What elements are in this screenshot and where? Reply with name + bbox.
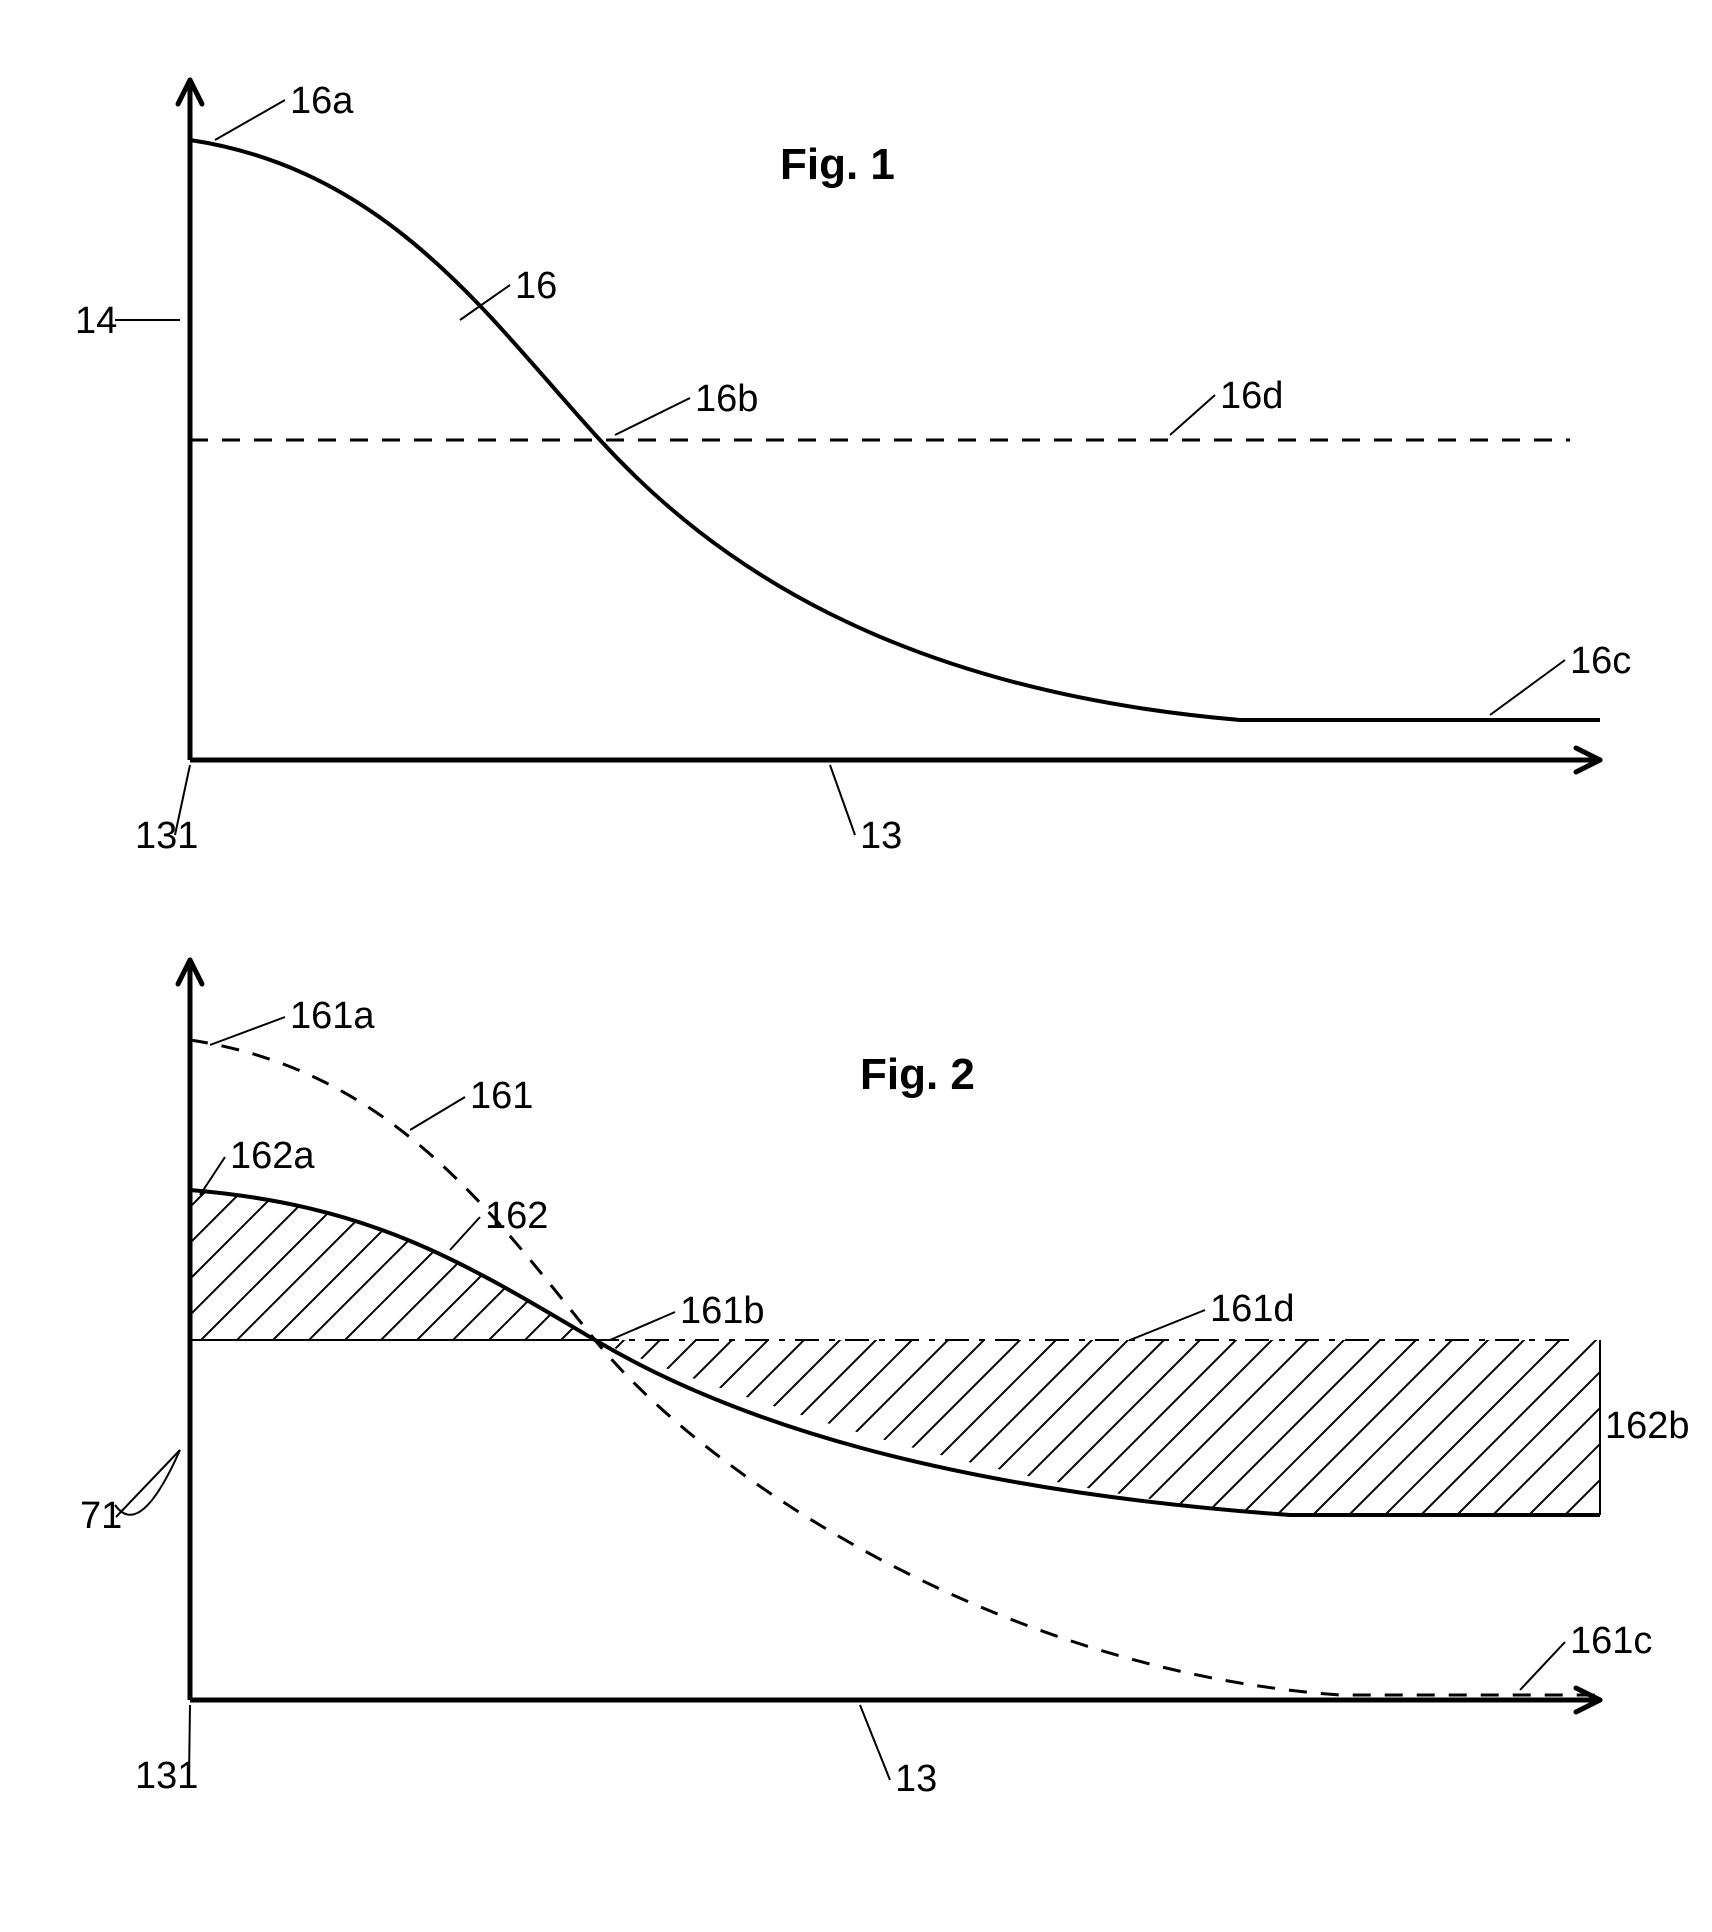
label-161: 161 (470, 1075, 533, 1118)
label-162a: 162a (230, 1135, 315, 1178)
label-16d: 16d (1220, 375, 1283, 418)
label-71: 71 (80, 1495, 122, 1538)
label-162b: 162b (1605, 1405, 1690, 1448)
label-16: 16 (515, 265, 557, 308)
label-13: 13 (895, 1758, 937, 1801)
label-16b: 16b (695, 378, 758, 421)
label-13: 13 (860, 815, 902, 858)
figure-1-title: Fig. 1 (780, 140, 895, 190)
label-161d: 161d (1210, 1288, 1295, 1331)
label-131: 131 (135, 1755, 198, 1798)
label-161c: 161c (1570, 1620, 1652, 1663)
label-131: 131 (135, 815, 198, 858)
label-14: 14 (75, 300, 117, 343)
figure-2: 161a161162a162161b161d162b161c7113113Fig… (40, 920, 1672, 1820)
label-161a: 161a (290, 995, 375, 1038)
label-162: 162 (485, 1195, 548, 1238)
label-161b: 161b (680, 1290, 765, 1333)
figure-1: 16a 14 16 16b 16d 16c 131 13 Fig. 1 (40, 40, 1672, 860)
figure-2-title: Fig. 2 (860, 1050, 975, 1100)
label-16a: 16a (290, 80, 353, 123)
figure-2-svg (40, 920, 1672, 1820)
label-16c: 16c (1570, 640, 1631, 683)
